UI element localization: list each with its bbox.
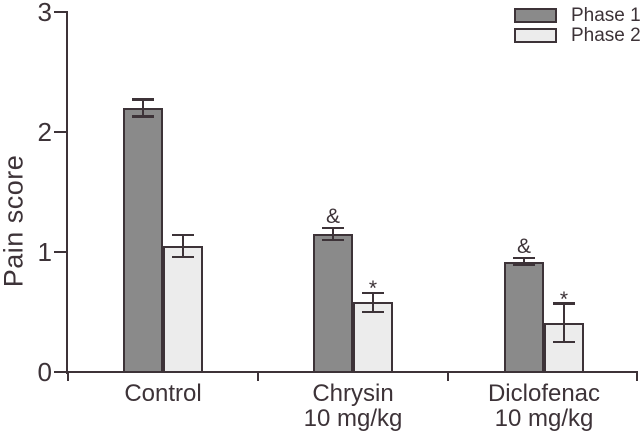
error-bar-cap-phase-1-control [132,115,154,118]
phase-1-swatch [514,8,557,23]
error-bar-cap-phase-1-control [132,98,154,101]
error-bar-cap-phase-2-chrysin [362,291,384,295]
legend-item-phase-2: Phase 2 [514,25,640,46]
y-tick-2 [54,130,66,134]
x-axis [65,370,638,374]
error-bar-cap-phase-1-chrysin [322,238,344,242]
x-category-label-control: Control [68,381,258,406]
x-category-label-chrysin: Chrysin 10 mg/kg [258,381,448,431]
x-tick-2 [446,373,450,382]
category-label-line1: Chrysin [312,380,394,407]
bar-phase-1-control [123,108,163,373]
y-tick-label-2: 2 [37,117,52,147]
category-label-line2: 10 mg/kg [494,405,594,432]
error-bar-cap-phase-2-diclofenac [553,302,575,305]
y-tick-label-0: 0 [37,357,52,387]
legend-label-phase-2: Phase 2 [571,25,640,46]
error-bar-cap-phase-1-diclofenac [513,263,535,267]
legend-label-phase-1: Phase 1 [571,5,640,26]
y-tick-label-3: 3 [37,0,52,27]
phase-2-swatch [514,28,557,43]
bar-phase-1-chrysin [313,234,353,373]
error-bar-cap-phase-2-diclofenac [553,340,575,344]
x-tick-0 [66,373,70,382]
error-bar-cap-phase-2-chrysin [362,310,384,314]
significance-mark-phase-2-chrysin: * [368,276,378,300]
bar-phase-1-diclofenac [504,261,544,373]
y-axis-title: Pain score [0,154,29,288]
category-label-line2: 10 mg/kg [303,405,403,432]
error-bar-stem-phase-1-diclofenac [522,258,526,266]
x-tick-1 [256,373,260,382]
error-bar-stem-phase-2-chrysin [371,292,375,312]
y-tick-0 [54,370,66,374]
y-axis [65,11,68,374]
category-label-line1: Diclofenac [487,380,601,407]
error-bar-cap-phase-1-chrysin [322,226,344,230]
significance-mark-phase-1-chrysin: & [325,205,340,228]
error-bar-cap-phase-2-control [172,255,194,259]
significance-mark-phase-1-diclofenac: & [516,235,531,258]
x-tick-3 [635,373,639,382]
legend-item-phase-1: Phase 1 [514,5,640,26]
legend: Phase 1 Phase 2 [514,5,640,48]
category-label-line1: Control [124,380,202,407]
error-bar-stem-phase-1-chrysin [331,228,335,240]
bar-phase-2-control [163,246,203,373]
y-tick-3 [54,10,66,14]
error-bar-stem-phase-2-diclofenac [562,303,566,342]
significance-mark-phase-2-diclofenac: * [559,287,569,311]
error-bar-cap-phase-1-diclofenac [513,256,535,260]
y-tick-label-1: 1 [37,237,52,267]
error-bar-stem-phase-2-control [181,235,185,257]
error-bar-cap-phase-2-control [172,233,194,237]
error-bar-stem-phase-1-control [141,99,145,117]
y-tick-1 [54,250,66,254]
x-category-label-diclofenac: Diclofenac 10 mg/kg [449,381,639,431]
